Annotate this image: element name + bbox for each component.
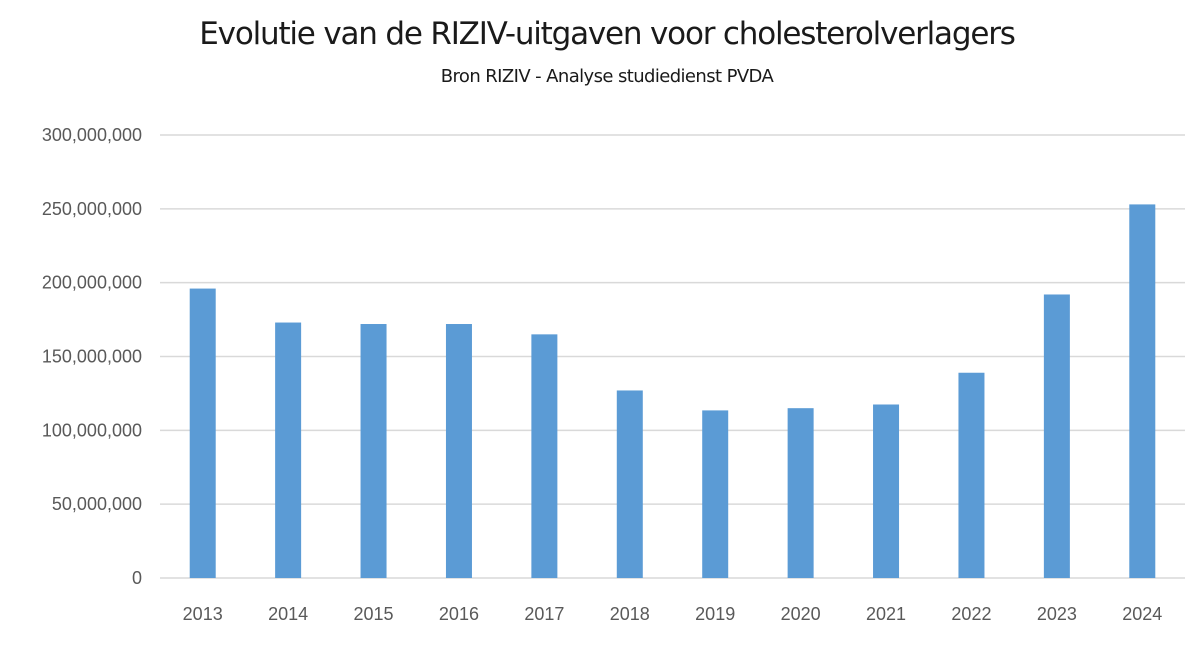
bar-2016 — [445, 324, 472, 578]
bar-2014 — [275, 322, 302, 578]
x-tick-label: 2014 — [268, 604, 308, 624]
y-tick-label: 150,000,000 — [42, 347, 142, 367]
y-tick-label: 300,000,000 — [42, 125, 142, 145]
x-tick-label: 2023 — [1037, 604, 1077, 624]
bar-2023 — [1043, 294, 1070, 578]
bar-2021 — [873, 404, 900, 578]
y-tick-label: 100,000,000 — [42, 420, 142, 440]
y-tick-label: 250,000,000 — [42, 199, 142, 219]
bar-2013 — [189, 288, 216, 578]
bar-2017 — [531, 334, 558, 578]
x-tick-label: 2015 — [354, 604, 394, 624]
x-tick-label: 2018 — [610, 604, 650, 624]
bar-2019 — [702, 410, 729, 578]
x-tick-label: 2024 — [1122, 604, 1162, 624]
bar-2022 — [958, 372, 985, 578]
x-tick-label: 2016 — [439, 604, 479, 624]
gridlines — [160, 134, 1185, 579]
x-tick-label: 2021 — [866, 604, 906, 624]
x-tick-label: 2022 — [951, 604, 991, 624]
chart-title: Evolutie van de RIZIV-uitgaven voor chol… — [199, 16, 1016, 52]
x-tick-label: 2019 — [695, 604, 735, 624]
y-tick-label: 50,000,000 — [52, 494, 142, 514]
y-tick-label: 0 — [132, 568, 142, 588]
bars — [189, 204, 1156, 579]
bar-2018 — [616, 390, 643, 578]
bar-2015 — [360, 324, 387, 578]
x-tick-label: 2013 — [183, 604, 223, 624]
x-tick-label: 2020 — [781, 604, 821, 624]
y-tick-label: 200,000,000 — [42, 273, 142, 293]
bar-2020 — [787, 408, 814, 578]
x-tick-label: 2017 — [524, 604, 564, 624]
x-axis-labels: 2013 2014 2015 2016 2017 2018 2019 2020 2021 2022… — [183, 604, 1163, 624]
bar-2024 — [1129, 204, 1156, 579]
y-axis-labels: 0 50,000,000 100,000,000 150,000,000 200,000… — [42, 125, 142, 588]
chart-subtitle: Bron RIZIV - Analyse studiedienst PVDA — [440, 66, 774, 87]
